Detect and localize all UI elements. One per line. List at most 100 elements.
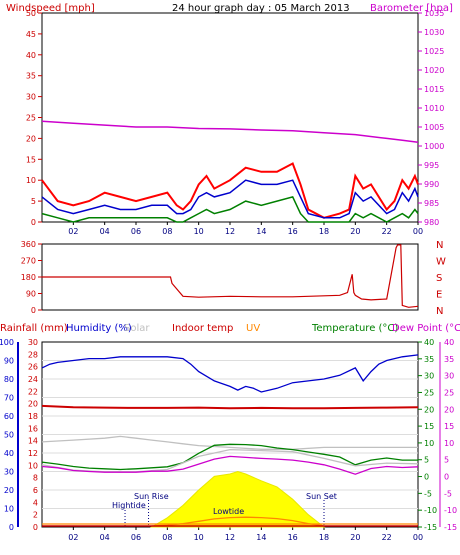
series-humidity-	[41, 354, 419, 393]
plot-frame	[41, 12, 419, 223]
dewpoint-tick-label: 15	[444, 422, 454, 431]
rainfall-tick-label: 20	[28, 400, 38, 409]
rainfall-tick-label: 28	[28, 350, 38, 359]
annotation-lowtide: Lowtide	[213, 507, 244, 516]
temp-tick-label: 0	[424, 473, 429, 482]
annotation-hightide: Hightide	[112, 501, 146, 510]
x-tick-label: 06	[131, 227, 141, 236]
left-tick-label: 0	[31, 306, 36, 315]
humidity-tick-label: 100	[0, 338, 14, 347]
annotation-sun-set: Sun Set	[306, 492, 337, 501]
left-tick-label: 5	[31, 197, 36, 206]
windspeed-axis-title: Windspeed [mph]	[6, 3, 95, 14]
left-tick-label: 20	[26, 134, 36, 143]
dewpoint-tick-label: 25	[444, 388, 454, 397]
x-tick-label: 14	[256, 533, 266, 542]
series-temperature-c-	[41, 443, 418, 471]
wind-series-1	[41, 179, 419, 219]
x-tick-label: 04	[100, 227, 110, 236]
right-tick-label: 1030	[424, 28, 444, 37]
right-tick-label: 985	[424, 199, 439, 208]
series-indoor-temp	[41, 404, 419, 410]
x-tick-label: 12	[225, 533, 235, 542]
wind-series-3	[41, 120, 419, 143]
left-tick-label: 25	[26, 114, 36, 123]
rainfall-tick-label: 10	[28, 461, 38, 470]
compass-label: N	[436, 240, 443, 251]
legend-temperature: Temperature (°C)	[311, 323, 398, 334]
humidity-tick-label: 70	[4, 394, 14, 403]
rainfall-tick-label: 8	[33, 474, 38, 483]
x-tick-label: 16	[288, 227, 298, 236]
x-tick-label: 08	[162, 227, 172, 236]
left-tick-label: 50	[26, 9, 36, 18]
annotation-sun-rise: Sun Rise	[134, 492, 169, 501]
temperature-humidity-panel: 1009080706050403020100302826242220181614…	[0, 338, 457, 542]
rainfall-tick-label: 22	[28, 387, 38, 396]
solar-area	[149, 470, 326, 528]
humidity-tick-label: 30	[4, 468, 14, 477]
barometer-axis-title: Barometer [hpa]	[370, 3, 453, 14]
x-tick-label: 20	[350, 227, 360, 236]
right-tick-label: 1010	[424, 104, 444, 113]
legend-uv: UV	[246, 323, 260, 334]
rainfall-tick-label: 30	[28, 338, 38, 347]
temp-tick-label: 5	[424, 456, 429, 465]
humidity-tick-label: 60	[4, 412, 14, 421]
rainfall-tick-label: 2	[33, 511, 38, 520]
x-tick-label: 18	[319, 533, 329, 542]
dewpoint-tick-label: -10	[444, 506, 457, 515]
rainfall-tick-label: 16	[28, 424, 38, 433]
x-tick-label: 10	[194, 227, 204, 236]
x-tick-label: 04	[100, 533, 110, 542]
x-tick-label: 02	[68, 533, 78, 542]
left-tick-label: 40	[26, 51, 36, 60]
x-tick-label: 18	[319, 227, 329, 236]
left-tick-label: 30	[26, 93, 36, 102]
compass-label: N	[436, 306, 443, 317]
x-tick-label: 10	[194, 533, 204, 542]
right-tick-label: 1000	[424, 142, 444, 151]
compass-label: S	[436, 273, 442, 284]
humidity-tick-label: 90	[4, 357, 14, 366]
temp-tick-label: 20	[424, 405, 434, 414]
x-tick-label: 12	[225, 227, 235, 236]
rainfall-tick-label: 14	[28, 437, 38, 446]
dewpoint-tick-label: 0	[444, 473, 449, 482]
right-tick-label: 1035	[424, 9, 444, 18]
left-tick-label: 360	[21, 240, 36, 249]
compass-label: E	[436, 290, 442, 301]
compass-label: W	[436, 257, 446, 268]
left-tick-label: 35	[26, 72, 36, 81]
direction-series-0	[42, 244, 419, 308]
left-tick-label: 270	[21, 257, 36, 266]
wind-series-2	[41, 196, 419, 223]
x-tick-label: 02	[68, 227, 78, 236]
dewpoint-tick-label: 10	[444, 439, 454, 448]
temp-tick-label: 30	[424, 372, 434, 381]
humidity-tick-label: 50	[4, 431, 14, 440]
humidity-tick-label: 10	[4, 505, 14, 514]
right-tick-label: 980	[424, 218, 439, 227]
x-tick-label: 14	[256, 227, 266, 236]
series-solar	[41, 435, 418, 450]
rainfall-tick-label: 26	[28, 363, 38, 372]
rainfall-tick-label: 6	[33, 486, 38, 495]
right-tick-label: 1020	[424, 66, 444, 75]
temp-tick-label: -10	[424, 506, 437, 515]
x-tick-label: 16	[288, 533, 298, 542]
temp-tick-label: 35	[424, 355, 434, 364]
dewpoint-tick-label: 35	[444, 355, 454, 364]
legend-solar: Solar	[124, 323, 150, 334]
left-tick-label: 45	[26, 30, 36, 39]
x-tick-label: 08	[162, 533, 172, 542]
humidity-tick-label: 80	[4, 375, 14, 384]
right-tick-label: 1015	[424, 85, 444, 94]
humidity-tick-label: 40	[4, 449, 14, 458]
dewpoint-tick-label: -5	[444, 489, 452, 498]
x-tick-label: 06	[131, 533, 141, 542]
x-tick-label: 20	[350, 533, 360, 542]
humidity-tick-label: 20	[4, 486, 14, 495]
right-tick-label: 990	[424, 180, 439, 189]
